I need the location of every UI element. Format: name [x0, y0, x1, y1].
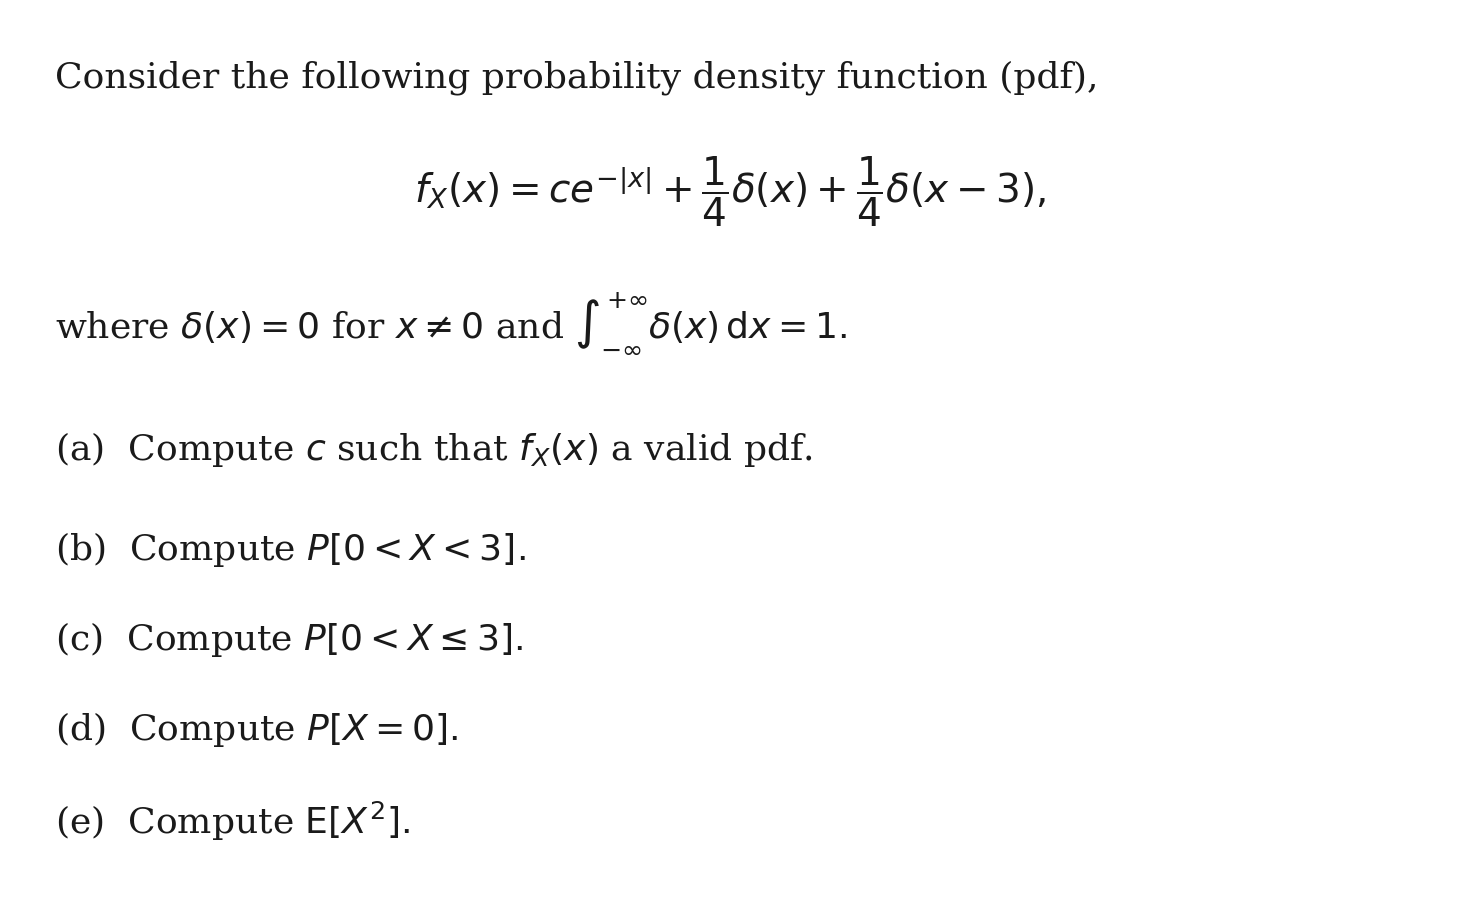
Text: $f_X(x) = ce^{-|x|} + \dfrac{1}{4}\delta(x) + \dfrac{1}{4}\delta(x - 3),$: $f_X(x) = ce^{-|x|} + \dfrac{1}{4}\delta…	[413, 155, 1046, 229]
Text: (d)  Compute $P[X = 0].$: (d) Compute $P[X = 0].$	[56, 710, 459, 749]
Text: Consider the following probability density function (pdf),: Consider the following probability densi…	[56, 60, 1099, 94]
Text: (c)  Compute $P[0 < X \leq 3].$: (c) Compute $P[0 < X \leq 3].$	[56, 620, 523, 659]
Text: (b)  Compute $P[0 < X < 3].$: (b) Compute $P[0 < X < 3].$	[56, 530, 526, 569]
Text: where $\delta(x) = 0$ for $x \neq 0$ and $\int_{-\infty}^{+\infty} \delta(x)\, \: where $\delta(x) = 0$ for $x \neq 0$ and…	[56, 290, 847, 354]
Text: (a)  Compute $c$ such that $f_X(x)$ a valid pdf.: (a) Compute $c$ such that $f_X(x)$ a val…	[56, 430, 814, 469]
Text: (e)  Compute $\mathrm{E}[X^2].$: (e) Compute $\mathrm{E}[X^2].$	[56, 800, 411, 844]
